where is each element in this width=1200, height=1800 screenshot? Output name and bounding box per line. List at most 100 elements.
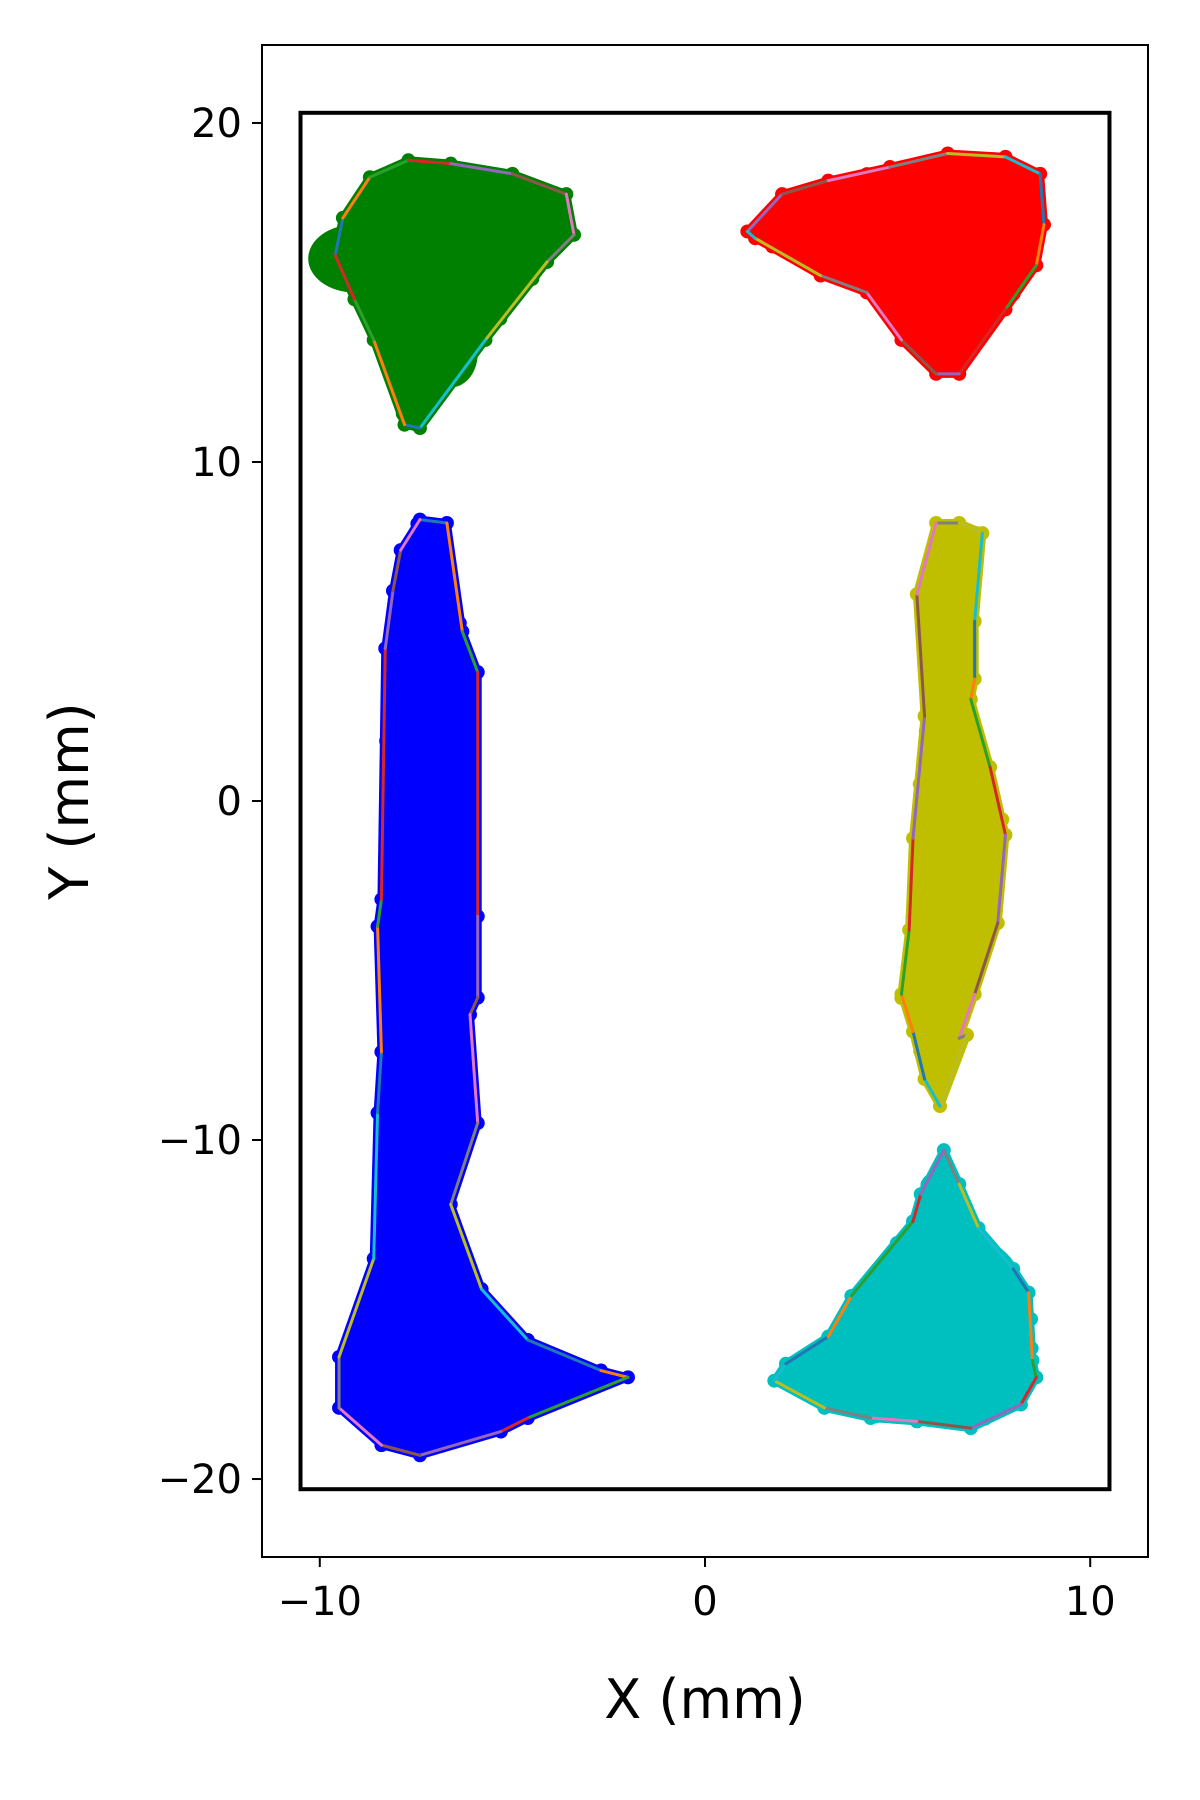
data-point <box>506 241 521 256</box>
hull-segment <box>352 297 376 342</box>
data-point <box>889 213 904 228</box>
hull-segment <box>526 1375 630 1420</box>
hull-segment <box>383 589 395 650</box>
data-point <box>467 232 482 247</box>
data-point <box>493 241 508 256</box>
data-point <box>382 211 397 226</box>
data-point <box>435 1031 450 1046</box>
hull-segment <box>391 548 403 593</box>
data-point <box>968 154 983 169</box>
data-point <box>415 1183 430 1198</box>
data-point <box>437 640 452 655</box>
hull-segment <box>1003 155 1042 176</box>
data-point <box>435 732 450 747</box>
data-point <box>413 159 428 174</box>
data-point <box>954 908 969 923</box>
data-point <box>918 810 933 825</box>
hull-segment <box>406 158 453 166</box>
data-point <box>383 1057 398 1072</box>
data-point <box>1011 254 1026 269</box>
data-point <box>416 557 431 572</box>
hull-segment <box>745 229 757 240</box>
cluster-blob <box>389 1184 467 1334</box>
data-point <box>402 1242 417 1257</box>
data-point <box>469 184 484 199</box>
hull-segment <box>911 714 927 840</box>
data-point <box>875 283 890 298</box>
data-point <box>967 938 982 953</box>
hull-segment <box>449 1202 484 1291</box>
data-point <box>1015 1367 1030 1382</box>
data-point <box>454 285 469 300</box>
hull-segment <box>379 1443 422 1457</box>
data-point <box>345 1390 360 1405</box>
data-point <box>353 1315 368 1330</box>
hull-segment <box>899 992 915 1034</box>
data-point <box>980 257 995 272</box>
data-point <box>382 886 397 901</box>
hull-segment <box>333 216 345 257</box>
hull-segment <box>460 629 480 674</box>
data-point <box>922 1026 937 1041</box>
cluster-blob <box>785 1360 856 1395</box>
data-point <box>372 270 387 285</box>
data-point <box>932 785 947 800</box>
data-point <box>959 599 974 614</box>
data-point <box>977 825 992 840</box>
hull-segment <box>1011 1267 1031 1295</box>
hull-segment <box>849 1219 915 1298</box>
x-tick-label: −10 <box>278 1579 362 1625</box>
y-axis-ticks: −20 −10 0 10 20 <box>158 101 262 1503</box>
hull-segment <box>957 521 984 535</box>
data-point <box>955 1332 970 1347</box>
data-point <box>939 179 954 194</box>
data-point <box>948 671 963 686</box>
data-point <box>795 226 810 241</box>
data-point <box>422 1014 437 1029</box>
hull-segment <box>973 921 1000 996</box>
hull-segment <box>907 836 915 932</box>
data-point <box>384 1317 399 1332</box>
data-point <box>453 170 468 185</box>
data-point <box>937 249 952 264</box>
data-point <box>966 1321 981 1336</box>
data-point <box>898 222 913 237</box>
hull-segment <box>499 1416 530 1434</box>
hull-segment <box>772 1379 826 1410</box>
data-point <box>384 326 399 341</box>
data-point <box>917 244 932 259</box>
hull-segment <box>376 924 383 1054</box>
data-point <box>932 599 947 614</box>
hull-segment <box>969 697 992 769</box>
data-point <box>542 222 557 237</box>
hull-segment <box>745 192 784 233</box>
hull-segment <box>445 521 464 633</box>
data-point <box>411 246 426 261</box>
data-point <box>908 1368 923 1383</box>
hull-segment <box>915 521 938 596</box>
data-point <box>519 204 534 219</box>
y-tick-label: 10 <box>191 440 242 486</box>
data-point <box>416 333 431 348</box>
data-point <box>372 1150 387 1165</box>
data-point <box>936 826 951 841</box>
data-point <box>946 158 961 173</box>
data-point <box>923 1198 938 1213</box>
hull-segment <box>526 1338 603 1373</box>
data-point <box>423 1408 438 1423</box>
data-point <box>859 209 874 224</box>
hull-segment <box>988 765 1007 837</box>
data-point <box>914 192 929 207</box>
data-point <box>381 1203 396 1218</box>
data-point <box>1025 229 1040 244</box>
data-point <box>438 206 453 221</box>
hull-segment <box>372 1111 380 1261</box>
data-point <box>1026 209 1041 224</box>
hull-segment <box>376 1050 383 1115</box>
hull-segment <box>418 1430 503 1457</box>
data-point <box>405 552 420 567</box>
data-point <box>933 551 948 566</box>
data-point <box>403 678 418 693</box>
x-tick-label: 0 <box>692 1579 717 1625</box>
hull-segment <box>468 1013 480 1125</box>
